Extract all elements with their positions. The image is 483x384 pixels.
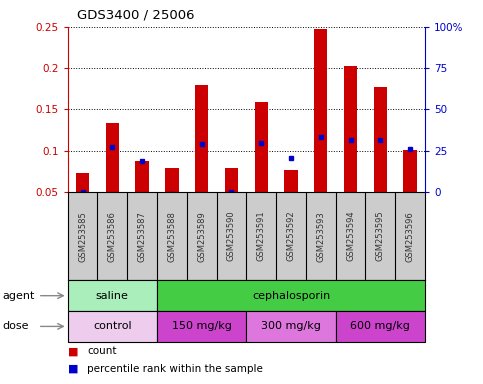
Text: GDS3400 / 25006: GDS3400 / 25006 [77, 8, 195, 21]
Bar [344, 66, 357, 192]
Text: 300 mg/kg: 300 mg/kg [261, 321, 321, 331]
Bar [314, 29, 327, 192]
Text: GSM253593: GSM253593 [316, 211, 325, 262]
Bar [68, 280, 157, 311]
Bar [76, 173, 89, 192]
Bar [195, 85, 208, 192]
Text: GSM253591: GSM253591 [257, 211, 266, 262]
Text: GSM253588: GSM253588 [168, 211, 176, 262]
Text: GSM253587: GSM253587 [138, 211, 146, 262]
Bar [403, 150, 417, 192]
Text: GSM253592: GSM253592 [286, 211, 296, 262]
Bar [374, 87, 387, 192]
Text: GSM253596: GSM253596 [406, 211, 414, 262]
Bar [68, 311, 157, 342]
Text: GSM253595: GSM253595 [376, 211, 385, 262]
Bar [135, 161, 149, 192]
Text: GSM253586: GSM253586 [108, 211, 117, 262]
Text: GSM253589: GSM253589 [197, 211, 206, 262]
Text: GSM253585: GSM253585 [78, 211, 87, 262]
Text: 150 mg/kg: 150 mg/kg [172, 321, 231, 331]
Text: control: control [93, 321, 131, 331]
Text: count: count [87, 346, 116, 356]
Bar [157, 280, 425, 311]
Bar [284, 170, 298, 192]
Text: percentile rank within the sample: percentile rank within the sample [87, 364, 263, 374]
Text: saline: saline [96, 291, 129, 301]
Text: ■: ■ [68, 364, 78, 374]
Bar [225, 168, 238, 192]
Bar [165, 168, 179, 192]
Text: agent: agent [2, 291, 35, 301]
Bar [246, 311, 336, 342]
Text: 600 mg/kg: 600 mg/kg [351, 321, 410, 331]
Text: GSM253594: GSM253594 [346, 211, 355, 262]
Text: ■: ■ [68, 346, 78, 356]
Bar [106, 124, 119, 192]
Bar [336, 311, 425, 342]
Text: dose: dose [2, 321, 29, 331]
Text: cephalosporin: cephalosporin [252, 291, 330, 301]
Bar [255, 102, 268, 192]
Text: GSM253590: GSM253590 [227, 211, 236, 262]
Bar [157, 311, 246, 342]
